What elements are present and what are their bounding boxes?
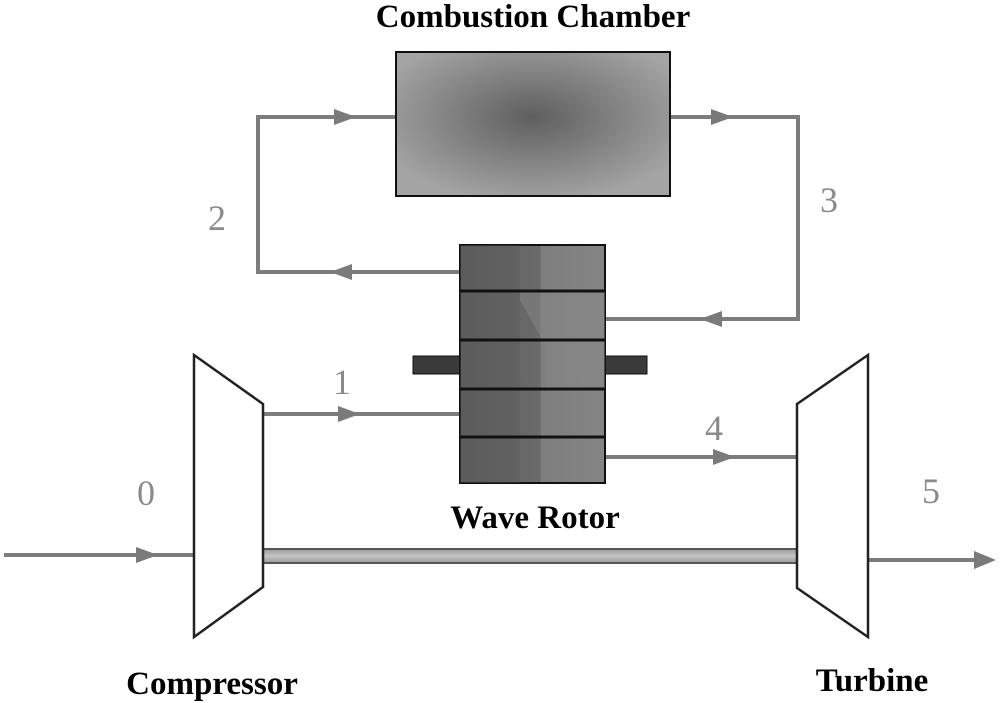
wave-rotor-label: Wave Rotor (450, 500, 620, 536)
arrow-station-5 (974, 551, 996, 569)
arrow-station-2-inlet (334, 109, 356, 125)
flow-path-4 (605, 449, 796, 465)
flow-path-1 (263, 406, 460, 422)
flow-path-5 (868, 551, 996, 569)
combustion-chamber (395, 51, 671, 197)
station-label-4: 4 (705, 408, 723, 448)
station-label-1: 1 (333, 362, 351, 402)
wave-rotor (459, 244, 606, 484)
turbine (795, 352, 870, 640)
compressor-label: Compressor (126, 666, 298, 702)
station-label-3: 3 (820, 180, 838, 220)
arrow-station-1 (338, 406, 360, 422)
flow-path-3 (605, 109, 800, 327)
turbine-label: Turbine (816, 663, 929, 699)
arrow-station-3-outlet (711, 109, 733, 125)
compressor (192, 352, 265, 640)
station-label-5: 5 (922, 471, 940, 511)
combustion-chamber-label: Combustion Chamber (376, 0, 690, 35)
arrow-station-3-return (700, 311, 722, 327)
main-shaft (262, 548, 798, 564)
flow-path-2 (256, 109, 460, 280)
station-label-0: 0 (137, 473, 155, 513)
arrow-station-2-return (330, 264, 352, 280)
station-label-2: 2 (208, 198, 226, 238)
arrow-station-0 (136, 547, 158, 563)
flow-path-0 (4, 547, 194, 563)
arrow-station-4 (713, 449, 735, 465)
